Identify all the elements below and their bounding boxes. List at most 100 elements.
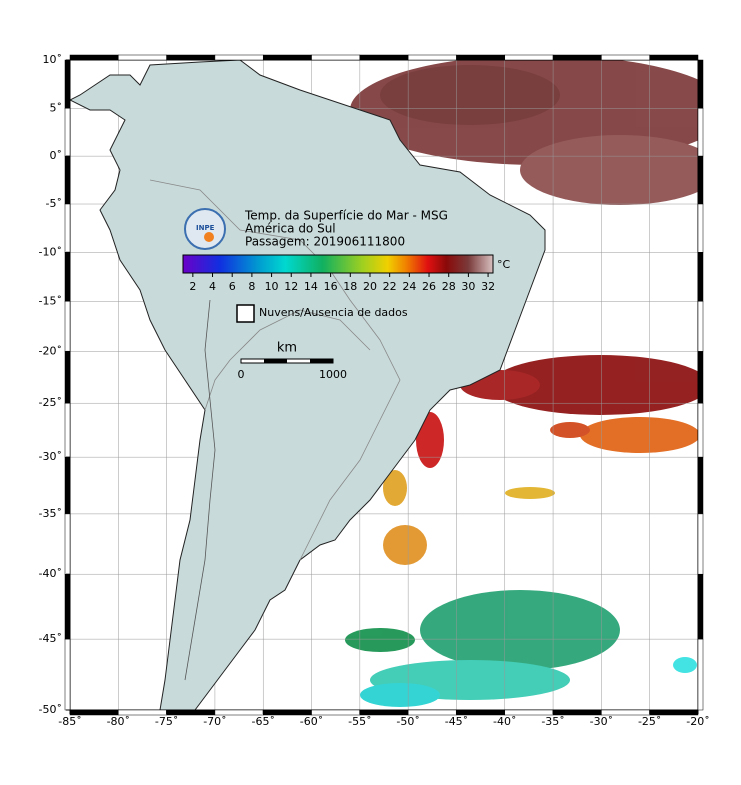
frame-segment	[64, 155, 71, 205]
frame-segment	[359, 54, 409, 61]
x-tick-label: -55˚	[348, 715, 371, 728]
y-tick-label: -50˚	[39, 703, 62, 716]
legend-pass: Passagem: 201906111800	[245, 235, 405, 249]
colorbar-tick-label: 24	[402, 280, 416, 293]
no-data-swatch	[236, 304, 255, 323]
frame-segment	[697, 573, 704, 640]
frame-segment	[64, 252, 71, 302]
andes-border	[184, 299, 216, 681]
frame-segment	[64, 573, 71, 640]
frame-segment	[697, 638, 704, 711]
frame-segment	[64, 108, 71, 157]
frame-segment	[64, 301, 71, 352]
frame-segment	[214, 54, 264, 61]
x-tick-label: -65˚	[251, 715, 274, 728]
y-tick-label: 5˚	[50, 101, 63, 114]
y-tick-label: -10˚	[39, 245, 62, 258]
frame-segment	[64, 59, 71, 109]
x-tick-label: -70˚	[203, 715, 226, 728]
frame-segment	[262, 54, 312, 61]
y-tick-label: -20˚	[39, 344, 62, 357]
frame-segment	[118, 54, 167, 61]
y-tick-label: -35˚	[39, 507, 62, 520]
frame-segment	[697, 203, 704, 253]
x-tick-label: -85˚	[58, 715, 81, 728]
colorbar-tick-label: 16	[324, 280, 338, 293]
y-tick-label: -25˚	[39, 396, 62, 409]
frame-segment	[697, 155, 704, 205]
scale-unit: km	[277, 341, 297, 356]
frame-segment	[697, 108, 704, 157]
frame-segment	[697, 59, 704, 109]
y-tick-label: -15˚	[39, 294, 62, 307]
frame-segment	[64, 351, 71, 404]
scale-bar-segment	[310, 359, 333, 363]
colorbar-tick-label: 10	[265, 280, 279, 293]
frame-segment	[166, 54, 216, 61]
colorbar-tick-label: 20	[363, 280, 377, 293]
frame-segment	[64, 513, 71, 575]
colorbar-unit: °C	[497, 258, 511, 271]
y-tick-label: 0˚	[50, 149, 63, 162]
x-tick-label: -40˚	[493, 715, 516, 728]
colorbar-tick-label: 22	[383, 280, 397, 293]
country-borders	[204, 309, 371, 411]
colorbar-tick-label: 6	[229, 280, 236, 293]
scale-start: 0	[238, 368, 245, 381]
colorbar-tick-label: 32	[481, 280, 495, 293]
x-tick-label: -30˚	[590, 715, 613, 728]
map-area	[70, 60, 698, 710]
frame-segment	[552, 54, 602, 61]
colorbar-tick-label: 2	[189, 280, 196, 293]
legend-title: Temp. da Superfície do Mar - MSG	[244, 209, 448, 223]
y-tick-label: -5˚	[46, 197, 62, 210]
colorbar-tick-label: 30	[461, 280, 475, 293]
colorbar-tick-label: 28	[442, 280, 456, 293]
colorbar-tick-label: 14	[304, 280, 318, 293]
scale-end: 1000	[319, 368, 347, 381]
logo-sun	[204, 232, 214, 242]
y-tick-label: -30˚	[39, 450, 62, 463]
colorbar	[182, 254, 494, 274]
y-tick-label: 10˚	[43, 53, 63, 66]
legend-subtitle: América do Sul	[245, 222, 336, 236]
x-tick-label: -60˚	[300, 715, 323, 728]
country-borders	[149, 179, 401, 561]
colorbar-tick-label: 12	[284, 280, 298, 293]
y-tick-label: -45˚	[39, 632, 62, 645]
frame-segment	[504, 54, 554, 61]
frame-segment	[456, 54, 506, 61]
no-data-label: Nuvens/Ausencia de dados	[259, 306, 408, 319]
colorbar-tick-label: 18	[343, 280, 357, 293]
frame-segment	[649, 54, 699, 61]
frame-segment	[69, 54, 119, 61]
x-tick-label: -75˚	[155, 715, 178, 728]
x-tick-label: -50˚	[396, 715, 419, 728]
frame-segment	[64, 638, 71, 711]
frame-segment	[64, 402, 71, 458]
scale-bar-segment	[264, 359, 287, 363]
x-tick-label: -80˚	[107, 715, 130, 728]
frame-segment	[697, 252, 704, 302]
frame-segment	[697, 301, 704, 352]
frame-segment	[64, 456, 71, 515]
colorbar-tick-label: 26	[422, 280, 436, 293]
frame-segment	[311, 54, 361, 61]
map-legend: INPE Temp. da Superfície do Mar - MSG Am…	[182, 208, 511, 381]
x-tick-label: -25˚	[638, 715, 661, 728]
frame-segment	[601, 54, 650, 61]
y-tick-label: -40˚	[39, 567, 62, 580]
frame-segment	[697, 456, 704, 515]
logo	[184, 208, 226, 250]
frame-segment	[697, 402, 704, 458]
logo-text: INPE	[196, 224, 215, 232]
x-tick-label: -20˚	[686, 715, 709, 728]
colorbar-tick-label: 8	[248, 280, 255, 293]
frame-segment	[64, 203, 71, 253]
x-tick-label: -45˚	[445, 715, 468, 728]
frame-segment	[697, 513, 704, 575]
colorbar-ticks: 2 4 6 8 10 12 14 16 18 20 22 24 26 28 30 32	[189, 273, 495, 293]
frame-segment	[697, 351, 704, 404]
axis-labels: -85˚ -80˚ -75˚ -70˚ -65˚ -60˚ -55˚ -50˚ -45˚ -40˚…	[39, 53, 710, 728]
